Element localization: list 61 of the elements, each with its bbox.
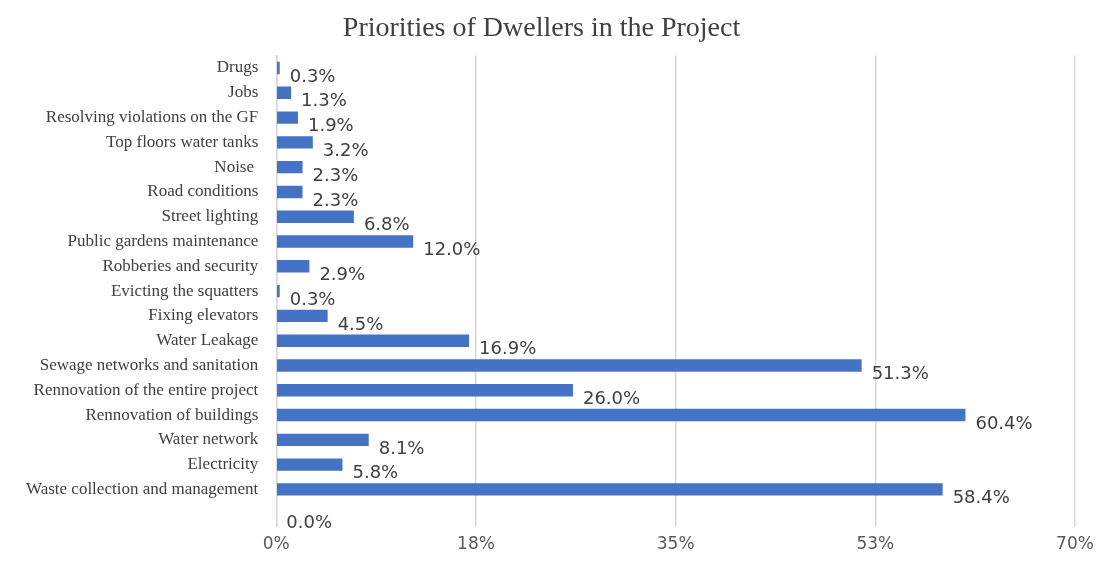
- y-tick-label: Evicting the squatters: [110, 280, 259, 300]
- bar: [277, 235, 414, 248]
- y-tick-label: Jobs: [228, 82, 259, 102]
- bar: [277, 86, 292, 99]
- y-tick-label: Resolving violations on the GF: [45, 107, 259, 127]
- bar: [277, 210, 354, 223]
- y-tick-label: Top floors water tanks: [106, 131, 259, 151]
- data-label: 2.9%: [319, 262, 366, 284]
- y-tick-label: Street lighting: [161, 206, 259, 226]
- bar: [277, 433, 369, 447]
- chart-title: Priorities of Dwellers in the Project: [342, 11, 741, 43]
- bar: [277, 458, 343, 471]
- data-label: 2.3%: [312, 188, 359, 210]
- y-tick-label: Rennovation of buildings: [85, 404, 259, 424]
- y-tick-label: Fixing elevators: [148, 305, 259, 325]
- data-label: 16.9%: [479, 337, 537, 359]
- bar: [277, 359, 862, 372]
- y-tick-label: Road conditions: [147, 181, 259, 201]
- x-tick-label: 53%: [856, 533, 895, 554]
- bar: [277, 61, 280, 75]
- bar: [277, 260, 310, 273]
- bar: [277, 185, 303, 199]
- data-label: 8.1%: [378, 436, 425, 458]
- data-label: 51.3%: [871, 362, 929, 384]
- x-tick-label: 35%: [656, 533, 695, 554]
- y-tick-label: Noise: [214, 156, 259, 176]
- data-label: 4.5%: [337, 312, 384, 334]
- bar: [277, 160, 303, 174]
- y-tick-label: Water Leakage: [156, 330, 259, 350]
- data-label: 0.3%: [289, 287, 336, 309]
- y-tick-label: Electricity: [187, 454, 259, 474]
- bar: [277, 408, 966, 422]
- y-tick-label: Water network: [158, 429, 259, 449]
- data-label: 5.8%: [352, 461, 399, 483]
- bar: [277, 136, 313, 149]
- bar: [277, 384, 573, 397]
- y-tick-label: Robberies and security: [102, 255, 259, 275]
- x-tick-label: 70%: [1056, 533, 1094, 554]
- data-label: 1.9%: [307, 114, 354, 136]
- bar: [277, 334, 470, 347]
- bar: [277, 309, 328, 323]
- y-tick-label: Waste collection and management: [25, 478, 259, 498]
- data-label: 58.4%: [952, 486, 1010, 508]
- y-tick-label: Public gardens maintenance: [67, 230, 259, 250]
- data-label: 60.4%: [975, 411, 1033, 433]
- data-label: 12.0%: [423, 238, 481, 260]
- data-label: 1.3%: [301, 89, 347, 111]
- x-tick-label: 0%: [262, 533, 290, 554]
- data-label: 0.3%: [289, 64, 336, 86]
- y-tick-label: Drugs: [216, 57, 259, 77]
- data-label: 2.3%: [312, 163, 359, 185]
- data-label: 26.0%: [582, 386, 641, 408]
- data-label: 3.2%: [322, 139, 369, 161]
- x-tick-label: 18%: [457, 533, 495, 554]
- y-tick-label: Rennovation of the entire project: [33, 379, 259, 399]
- bar: [277, 284, 280, 298]
- data-label: 0.0%: [286, 510, 333, 532]
- bar: [277, 111, 298, 124]
- y-tick-label: Sewage networks and sanitation: [39, 354, 259, 374]
- bar: [277, 483, 943, 496]
- data-label: 6.8%: [363, 213, 410, 235]
